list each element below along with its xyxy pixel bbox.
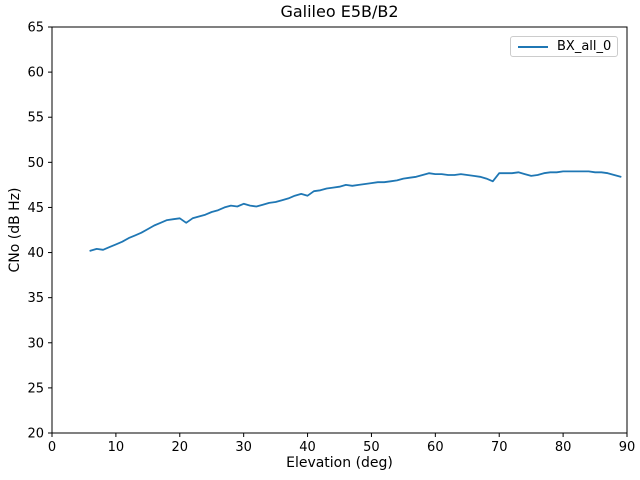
y-tick-label: 25	[27, 381, 44, 396]
x-tick-label: 10	[108, 440, 125, 455]
y-axis-label: CNo (dB Hz)	[7, 187, 23, 273]
x-tick-label: 60	[427, 440, 444, 455]
x-tick-label: 30	[235, 440, 252, 455]
y-tick-label: 65	[27, 21, 44, 36]
y-tick-label: 55	[27, 111, 44, 126]
y-tick-label: 20	[27, 427, 44, 442]
y-tick-label: 35	[27, 291, 44, 306]
chart-title: Galileo E5B/B2	[280, 2, 399, 21]
y-tick-label: 60	[27, 66, 44, 81]
x-tick-label: 80	[555, 440, 572, 455]
legend-line-sample	[518, 45, 548, 48]
legend: BX_all_0	[510, 36, 618, 57]
y-tick-label: 45	[27, 201, 44, 216]
y-tick-label: 30	[27, 336, 44, 351]
data-line-BX_all_0	[89, 170, 622, 252]
x-tick-label: 50	[363, 440, 380, 455]
x-tick-label: 20	[172, 440, 189, 455]
x-axis-label: Elevation (deg)	[286, 455, 393, 471]
plot-frame	[51, 26, 628, 434]
x-tick-label: 0	[48, 440, 56, 455]
x-tick-label: 40	[299, 440, 316, 455]
legend-label: BX_all_0	[557, 39, 612, 54]
x-tick-label: 90	[619, 440, 636, 455]
y-tick-label: 40	[27, 246, 44, 261]
y-tick-label: 50	[27, 156, 44, 171]
x-tick-label: 70	[491, 440, 508, 455]
